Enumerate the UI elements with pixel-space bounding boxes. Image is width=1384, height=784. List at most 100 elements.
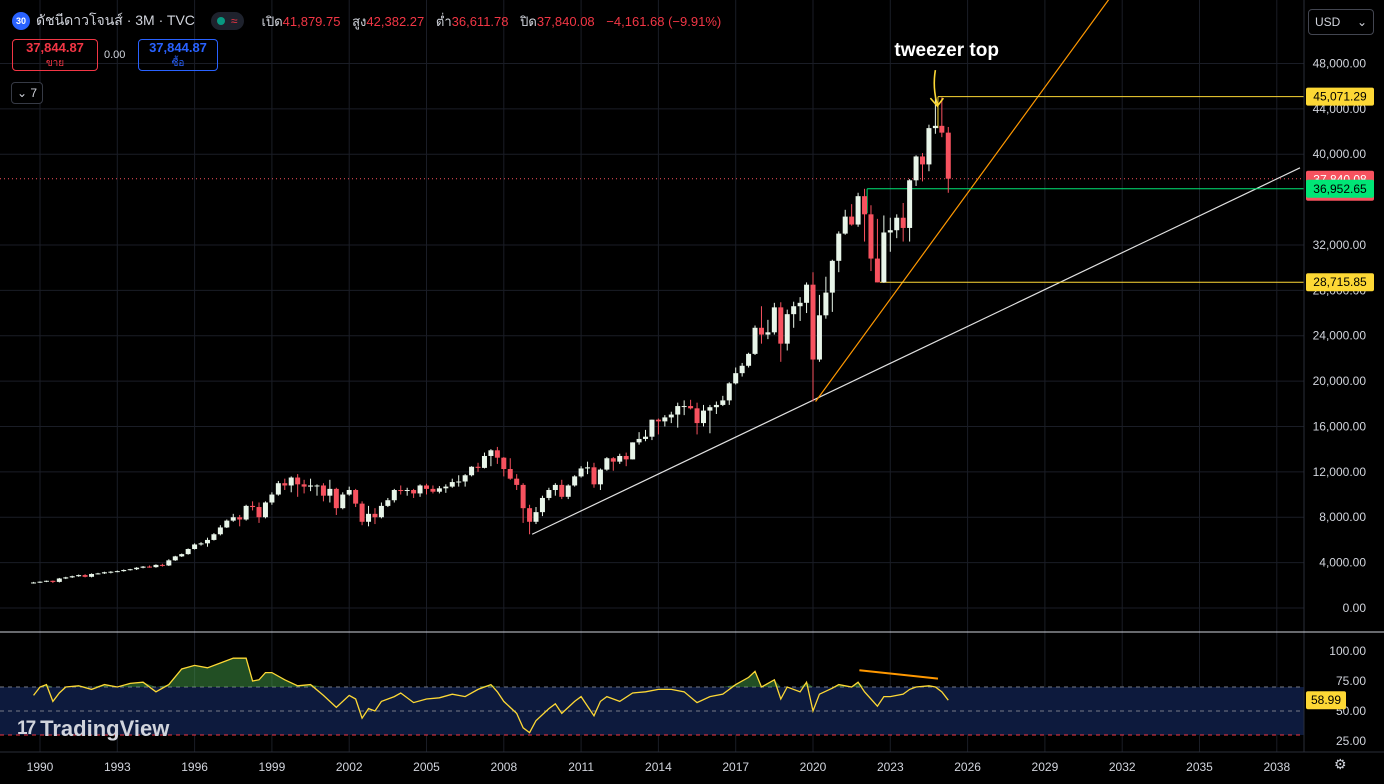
candle-body [765,332,771,335]
high-value: 42,382.27 [366,13,425,29]
candle-body [449,482,455,487]
candle-body [153,564,159,568]
chevron-down-icon: ⌄ [16,86,31,100]
candle-body [797,302,803,307]
open-label: เปิด [261,13,283,29]
candle-body [359,503,365,522]
candle-body [308,485,314,487]
currency-value: USD [1315,15,1341,29]
candle-body [230,517,236,521]
candle-body [436,488,442,492]
settings-gear-icon[interactable]: ⚙ [1334,756,1347,772]
candle-body [552,484,558,491]
candle-body [127,569,133,571]
candle-body [140,566,146,568]
candle-body [514,478,520,485]
candle-body [340,494,346,509]
candle-body [166,560,172,566]
candle-body [501,457,507,470]
low-label: ต่ำ [435,13,452,29]
candle-body [913,156,919,181]
candle-body [269,494,275,503]
candle-body [816,315,822,360]
candle-body [643,436,649,439]
candle-body [868,214,874,259]
candle-body [591,467,597,485]
chart-header: 30 ดัชนีดาวโจนส์ · 3M · TVC ≈ เปิด41,879… [12,10,729,32]
candle-body [217,527,223,535]
candle-body [372,513,378,518]
candle-body [559,484,565,497]
buy-button[interactable]: 37,844.87 ซื้อ [138,39,218,71]
annotations: tweezer top [894,40,999,108]
x-tick-label: 2038 [1263,760,1290,774]
candle-body [37,581,43,583]
x-tick-label: 2017 [722,760,749,774]
x-tick-label: 2002 [336,760,363,774]
candle-body [95,573,101,575]
indicators-toggle-button[interactable]: ⌄ 7 [11,82,43,104]
x-tick-label: 2023 [877,760,904,774]
brand-name: TradingView [40,716,170,741]
market-status[interactable]: ≈ [210,12,244,30]
candle-body [295,477,301,485]
candle-body [198,543,204,545]
candle-body [63,577,69,579]
sell-price: 37,844.87 [26,40,84,55]
tradingview-mark-icon: 17 [17,718,36,739]
x-tick-label: 2014 [645,760,672,774]
change-value: −4,161.68 (−9.91%) [606,13,722,29]
candle-body [192,544,198,550]
candle-body [585,467,591,469]
open-value: 41,879.75 [282,13,341,29]
candle-body [726,383,732,401]
candle-body [404,490,410,492]
candle-body [932,125,938,129]
index-badge[interactable]: 30 [12,12,30,30]
currency-select[interactable]: USD ⌄ [1308,9,1374,35]
candle-body [224,520,230,528]
candle-body [353,490,359,504]
candle-body [211,534,217,540]
candle-body [887,230,893,233]
candle-body [204,539,210,544]
symbol-title[interactable]: ดัชนีดาวโจนส์ · 3M · TVC [36,12,195,28]
candle-body [282,483,288,486]
candle-body [849,216,855,225]
price-tag [1306,273,1374,292]
candle-body [101,572,107,574]
y-tick-label: 48,000.00 [1313,56,1367,70]
rsi-value-tag [1306,691,1346,710]
candle-body [939,125,945,133]
rsi-overbought-fill [33,658,949,687]
price-tag [1306,87,1374,106]
sell-button[interactable]: 37,844.87 ขาย [12,39,98,71]
candle-body [894,217,900,231]
candle-body [771,307,777,333]
candle-body [630,442,636,460]
x-tick-label: 2008 [490,760,517,774]
candle-body [617,455,623,462]
candle-body [662,417,668,422]
buy-price: 37,844.87 [149,40,207,55]
candle-body [275,483,281,495]
covid-support-line [815,0,1110,402]
candle-body [346,490,352,495]
price-axis-bg [1304,0,1384,784]
annotation-arrowhead [929,97,945,108]
candle-body [159,564,165,566]
candle-body [578,468,584,477]
price-tag-label: 45,071.29 [1313,90,1367,104]
candle-body [572,476,578,486]
close-label: ปิด [520,13,537,29]
close-value: 37,840.08 [536,13,595,29]
candle-body [520,484,526,509]
candle-body [121,569,127,572]
candle-body [907,180,913,228]
candle-body [462,475,468,482]
candle-body [31,582,37,584]
candle-body [842,216,848,234]
candle-body [366,513,372,522]
